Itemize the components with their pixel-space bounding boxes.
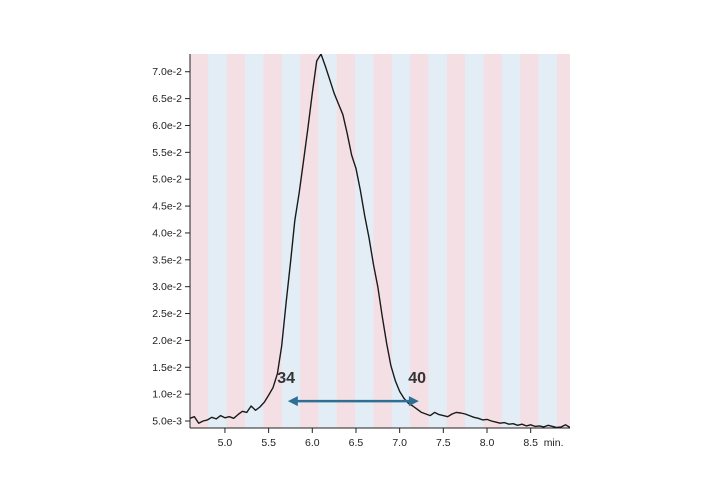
x-tick-label: 6.5 [349,437,364,449]
y-tick-label: 3.0e-2 [152,281,182,293]
background-stripe [208,54,227,428]
range-start-label: 34 [277,370,295,387]
y-tick-label: 5.0e-2 [152,174,182,186]
y-tick-label: 7.0e-2 [152,66,182,78]
x-tick-label: 6.0 [305,437,320,449]
y-tick-label: 1.5e-2 [152,362,182,374]
background-stripe [300,54,319,428]
background-stripe [410,54,429,428]
background-stripes [190,54,570,428]
background-stripe [428,54,448,428]
y-axis-ticks: 5.0e-3 1.0e-2 1.5e-2 2.0e-2 2.5e-2 3.0e-2 3.5e… [152,66,190,428]
y-tick-label: 4.0e-2 [152,227,182,239]
background-stripe [190,54,209,428]
y-tick-label: 5.5e-2 [152,147,182,159]
annotations: 34 40 [277,370,426,407]
background-stripe [520,54,539,428]
background-stripe [465,54,484,428]
y-tick-label: 3.5e-2 [152,254,182,266]
background-stripe [318,54,338,428]
background-stripe [538,54,558,428]
background-stripe [226,54,246,428]
background-stripe [281,54,301,428]
x-tick-label: 7.0 [392,437,407,449]
x-tick-label: 5.0 [218,437,233,449]
background-stripe [501,54,521,428]
x-tick-label: 8.5 [523,437,538,449]
x-tick-label: 5.5 [261,437,276,449]
x-tick-label: 8.0 [480,437,495,449]
axes [189,54,570,429]
range-end-label: 40 [408,370,426,387]
background-stripe [355,54,374,428]
x-axis-unit-label: min. [544,437,564,449]
background-stripe [483,54,503,428]
range-arrow-head-right [408,396,419,407]
y-tick-label: 1.0e-2 [152,389,182,401]
background-stripe [446,54,466,428]
background-stripe [245,54,264,428]
y-tick-label: 2.0e-2 [152,335,182,347]
series-line [190,54,570,428]
background-stripe [391,54,411,428]
series-group [190,54,570,428]
x-axis-ticks: 5.0 5.5 6.0 6.5 7.0 7.5 8.0 8.5 [218,428,538,449]
background-stripe [373,54,393,428]
y-tick-label: 2.5e-2 [152,308,182,320]
y-tick-label: 4.5e-2 [152,201,182,213]
y-tick-label: 6.0e-2 [152,120,182,132]
background-stripe [263,54,283,428]
background-stripe [556,54,570,428]
background-stripe [336,54,356,428]
range-arrow-head-left [287,396,298,407]
y-tick-label: 6.5e-2 [152,93,182,105]
y-tick-label: 5.0e-3 [152,416,182,428]
x-tick-label: 7.5 [436,437,451,449]
